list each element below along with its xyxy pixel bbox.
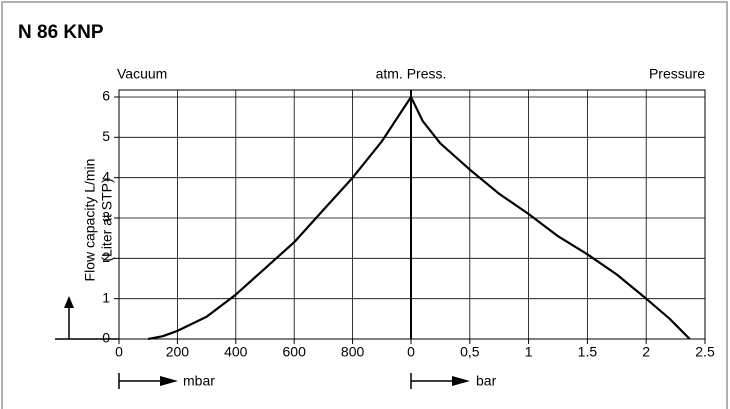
y-tick-label: 1 <box>102 289 110 305</box>
x-tick-label: 0 <box>407 344 415 360</box>
x2-axis-label: bar <box>476 373 497 389</box>
y-axis-note: (Liter at STP) <box>99 178 115 261</box>
y-tick-label: 5 <box>102 128 110 144</box>
arrow-head <box>64 296 74 308</box>
arrow-head <box>452 376 470 386</box>
y-tick-label: 4 <box>102 168 110 184</box>
annotation: Vacuum <box>117 66 167 82</box>
annotation: atm. Press. <box>376 66 447 82</box>
x-tick-label: 0 <box>115 344 123 360</box>
flow-curve <box>147 96 412 341</box>
annotation: Pressure <box>649 66 705 82</box>
x-tick-label: 0,5 <box>460 344 480 360</box>
x-tick-label: 400 <box>224 344 248 360</box>
x-tick-label: 200 <box>166 344 190 360</box>
x-tick-label: 1.5 <box>578 344 598 360</box>
x-axis-label: mbar <box>183 373 215 389</box>
y-tick-label: 6 <box>102 88 110 104</box>
y-tick-label: 0 <box>102 330 110 346</box>
x-tick-label: 2 <box>642 344 650 360</box>
y-axis-label: Flow capacity L/min <box>82 159 98 282</box>
flow-curve <box>410 96 691 340</box>
x-tick-label: 800 <box>341 344 365 360</box>
x-tick-label: 1 <box>525 344 533 360</box>
arrow-head <box>160 376 178 386</box>
y-tick-label: 3 <box>102 209 110 225</box>
chart-title: N 86 KNP <box>18 22 104 43</box>
y-tick-label: 2 <box>102 249 110 265</box>
x-tick-label: 2.5 <box>695 344 715 360</box>
x-tick-label: 600 <box>283 344 307 360</box>
